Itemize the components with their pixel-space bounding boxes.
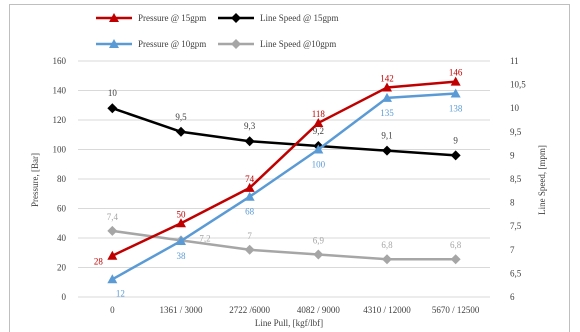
legend-label: Line Speed @10gpm bbox=[260, 39, 336, 49]
data-point-marker bbox=[176, 235, 186, 245]
series-line bbox=[111, 80, 456, 257]
data-point-marker bbox=[107, 250, 118, 260]
y2-tick-label: 11 bbox=[510, 56, 519, 66]
y2-tick-label: 10 bbox=[510, 103, 520, 113]
data-label: 9,3 bbox=[244, 121, 256, 131]
y-tick-label: 160 bbox=[53, 56, 67, 66]
data-point-marker bbox=[244, 136, 255, 147]
y2-tick-label: 10,5 bbox=[510, 80, 526, 90]
legend-marker bbox=[109, 39, 119, 48]
data-point-marker bbox=[382, 145, 392, 156]
data-point-marker bbox=[107, 103, 118, 114]
data-point-marker bbox=[313, 144, 324, 154]
data-label: 7,4 bbox=[107, 212, 119, 222]
data-point-marker bbox=[382, 82, 392, 92]
x-axis-ticks: 0 1361 / 3000 2722 /6000 4082 / 9000 4310 / … bbox=[110, 305, 480, 315]
y-tick-label: 20 bbox=[57, 263, 67, 273]
y2-tick-label: 6,5 bbox=[510, 268, 522, 278]
data-point-marker bbox=[450, 254, 461, 265]
data-label: 9,5 bbox=[175, 112, 187, 122]
data-label: 9 bbox=[453, 135, 458, 145]
data-label: 142 bbox=[380, 74, 394, 84]
y2-tick-label: 6 bbox=[510, 292, 515, 302]
x-axis-title: Line Pull, [kgf/lbf] bbox=[255, 318, 323, 328]
data-label: 50 bbox=[177, 209, 187, 219]
data-point-marker bbox=[382, 92, 392, 102]
y-tick-label: 120 bbox=[53, 115, 67, 125]
legend-marker bbox=[109, 13, 119, 22]
y2-tick-label: 8,5 bbox=[510, 174, 522, 184]
data-point-marker bbox=[244, 191, 255, 201]
y-tick-label: 40 bbox=[57, 233, 67, 243]
y-tick-label: 60 bbox=[57, 204, 67, 214]
y2-tick-label: 7 bbox=[510, 245, 515, 255]
legend-label: Pressure @ 15gpm bbox=[138, 13, 206, 23]
legend-marker bbox=[231, 39, 241, 49]
legend: Pressure @ 15gpm Line Speed @ 15gpm Pressu… bbox=[96, 13, 339, 49]
y-tick-label: 100 bbox=[53, 145, 67, 155]
series-line bbox=[111, 107, 456, 157]
data-point-marker bbox=[382, 254, 392, 265]
y2-tick-label: 9 bbox=[510, 150, 515, 160]
legend-label: Pressure @ 10gpm bbox=[138, 39, 206, 49]
data-label: 118 bbox=[312, 109, 326, 119]
legend-label: Line Speed @ 15gpm bbox=[260, 13, 339, 23]
data-label: 38 bbox=[177, 251, 187, 261]
y2-tick-label: 8 bbox=[510, 198, 515, 208]
x-tick-label: 4082 / 9000 bbox=[297, 305, 341, 315]
data-point-marker bbox=[244, 182, 255, 192]
data-label: 6,8 bbox=[450, 240, 462, 250]
data-label: 74 bbox=[245, 174, 255, 184]
x-tick-label: 1361 / 3000 bbox=[159, 305, 203, 315]
y-tick-label: 140 bbox=[53, 86, 67, 96]
data-labels: 7,4 7,2 7 6,9 6,8 6,8 10 9,5 9,3 9,2 9,1 9 12 38 68 100… bbox=[94, 68, 463, 299]
data-point-marker bbox=[450, 76, 461, 86]
data-point-marker bbox=[313, 249, 324, 260]
y-tick-label: 0 bbox=[62, 292, 67, 302]
left-axis-ticks: 0 20 40 60 80 100 120 140 160 bbox=[53, 56, 67, 302]
data-label: 146 bbox=[449, 68, 463, 78]
data-label: 12 bbox=[116, 288, 125, 298]
series-line bbox=[111, 92, 456, 281]
series-line bbox=[112, 229, 456, 261]
data-label: 7 bbox=[247, 231, 252, 241]
data-label: 100 bbox=[312, 160, 326, 170]
data-label: 68 bbox=[245, 207, 255, 217]
x-tick-label: 2722 /6000 bbox=[229, 305, 270, 315]
y2-axis-title: Line Speed, [mpm] bbox=[537, 145, 547, 215]
y-axis-title: Pressure, [Bar] bbox=[30, 153, 40, 207]
data-point-marker bbox=[107, 274, 118, 284]
x-tick-label: 0 bbox=[110, 305, 115, 315]
data-point-marker bbox=[107, 225, 118, 236]
data-point-marker bbox=[176, 218, 186, 228]
data-point-marker bbox=[450, 150, 461, 161]
data-label: 6,9 bbox=[313, 236, 325, 246]
data-label: 9,2 bbox=[313, 126, 324, 136]
data-label: 135 bbox=[380, 108, 394, 118]
right-axis-ticks: 6 6,5 7 7,5 8 8,5 9 9,5 10 10,5 11 bbox=[510, 56, 526, 302]
y-tick-label: 80 bbox=[57, 174, 67, 184]
data-point-marker bbox=[176, 126, 186, 137]
data-point-marker bbox=[450, 88, 461, 98]
data-label: 138 bbox=[449, 103, 463, 113]
data-point-marker bbox=[313, 117, 324, 127]
data-label: 28 bbox=[94, 257, 104, 267]
y2-tick-label: 9,5 bbox=[510, 127, 522, 137]
legend-marker bbox=[231, 13, 241, 23]
data-label: 7,2 bbox=[199, 233, 210, 243]
x-tick-label: 4310 / 12000 bbox=[363, 305, 411, 315]
data-label: 9,1 bbox=[381, 131, 392, 141]
x-tick-label: 5670 / 12500 bbox=[432, 305, 480, 315]
data-label: 10 bbox=[108, 88, 118, 98]
data-point-marker bbox=[244, 244, 255, 255]
y2-tick-label: 7,5 bbox=[510, 221, 522, 231]
series-layer bbox=[107, 76, 461, 284]
data-label: 6,8 bbox=[381, 240, 393, 250]
